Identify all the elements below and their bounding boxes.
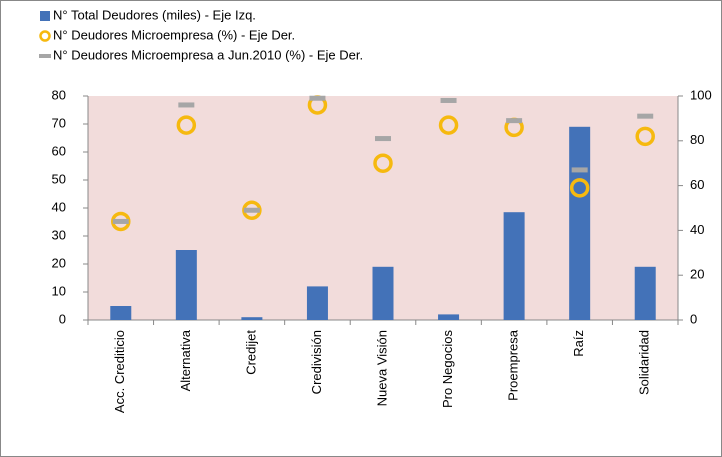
dash-marker: [375, 136, 391, 142]
dash-marker: [243, 207, 260, 213]
x-tick-label: Nueva Visión: [374, 330, 389, 406]
bar: [634, 266, 656, 320]
y2-tick-label: 80: [690, 132, 704, 147]
legend-label: N° Deudores Microempresa a Jun.2010 (%) …: [53, 47, 363, 62]
bar: [372, 266, 394, 320]
x-tick-label: Credivisión: [309, 330, 324, 394]
legend-swatch: [40, 11, 50, 21]
y2-tick-label: 60: [690, 177, 704, 192]
y2-tick-label: 100: [690, 87, 712, 102]
bar: [306, 286, 328, 320]
x-tick-label: Proempresa: [506, 329, 521, 401]
dash-marker: [112, 218, 129, 224]
dash-marker: [178, 102, 195, 108]
legend-swatch: [39, 30, 51, 42]
circle-marker: [569, 178, 590, 198]
legend-swatch: [39, 54, 51, 58]
x-tick-label: Raíz: [571, 330, 586, 357]
legend-label: N° Total Deudores (miles) - Eje Izq.: [53, 7, 256, 22]
circle-marker: [635, 126, 655, 147]
y-tick-label: 10: [52, 283, 66, 298]
y2-tick-label: 0: [690, 311, 697, 326]
dash-marker: [309, 95, 326, 101]
circle-marker: [176, 115, 197, 135]
circle-marker: [373, 153, 393, 173]
y-tick-label: 50: [52, 171, 66, 186]
x-tick-label: Pro Negocios: [440, 330, 455, 409]
y2-tick-label: 40: [690, 222, 704, 237]
bar: [503, 212, 525, 320]
bar: [241, 317, 263, 320]
circle-marker: [438, 115, 459, 135]
bar: [438, 314, 460, 320]
y-tick-label: 80: [52, 87, 66, 102]
bar: [175, 250, 197, 320]
y-tick-label: 20: [52, 255, 66, 270]
x-tick-label: Credijet: [243, 330, 258, 375]
x-tick-label: Solidaridad: [637, 330, 652, 395]
dash-marker: [571, 167, 588, 173]
y-tick-label: 40: [52, 199, 66, 214]
y-tick-label: 0: [59, 311, 66, 326]
legend-label: N° Deudores Microempresa (%) - Eje Der.: [53, 27, 295, 42]
bar: [569, 126, 591, 320]
dash-marker: [637, 113, 654, 119]
y-tick-label: 30: [52, 227, 66, 242]
y2-tick-label: 20: [690, 267, 704, 282]
dash-marker: [440, 97, 457, 103]
bar: [110, 306, 132, 320]
x-tick-label: Alternativa: [178, 329, 193, 391]
x-tick-label: Acc. Crediticio: [112, 330, 127, 413]
dash-marker: [506, 118, 523, 124]
y-tick-label: 70: [52, 115, 66, 130]
y-tick-label: 60: [52, 143, 66, 158]
